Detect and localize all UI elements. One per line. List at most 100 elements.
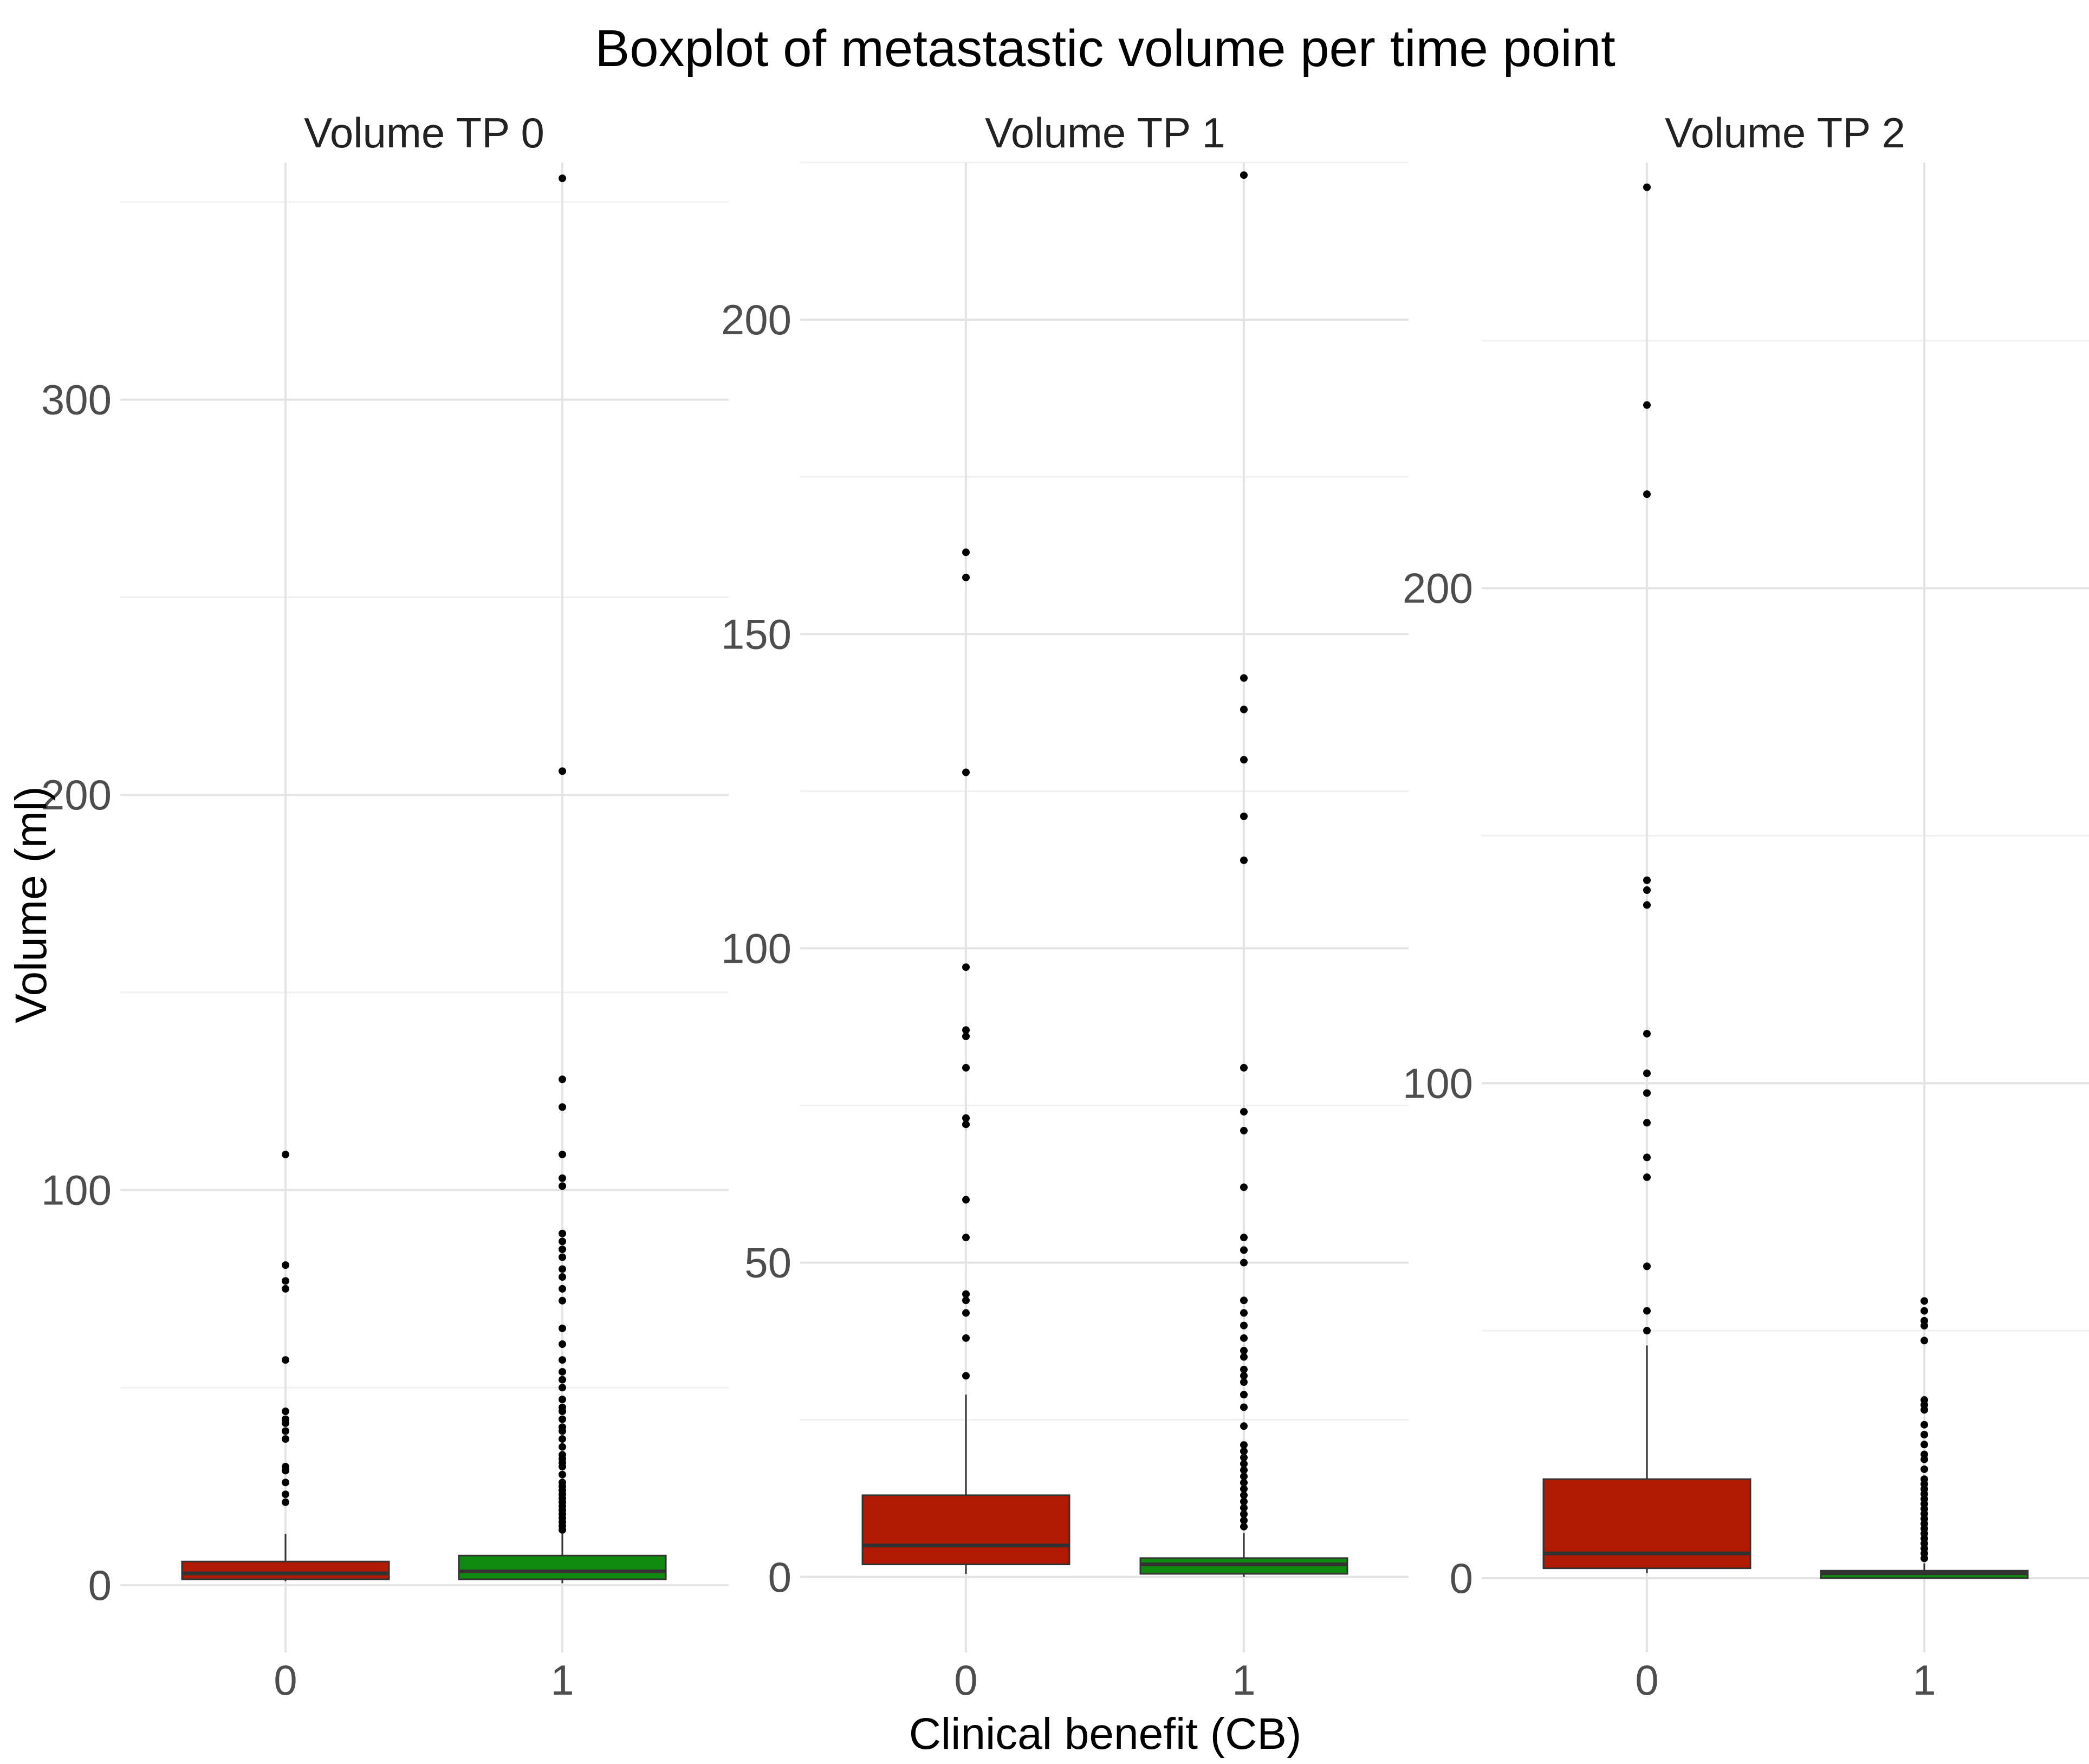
outlier-point xyxy=(559,1451,566,1459)
outlier-point xyxy=(1643,1262,1651,1270)
outlier-point xyxy=(1240,1378,1248,1386)
outlier-point xyxy=(559,1103,566,1111)
outlier-point xyxy=(1240,1491,1248,1499)
outlier-point xyxy=(282,1498,289,1506)
x-tick-label: 1 xyxy=(1912,1656,1936,1704)
outlier-point xyxy=(559,1470,566,1478)
outlier-point xyxy=(1921,1465,1928,1473)
outlier-point xyxy=(1921,1421,1928,1429)
outlier-point xyxy=(962,1296,970,1305)
outlier-point xyxy=(282,1277,289,1285)
outlier-point xyxy=(1240,1510,1248,1518)
outlier-point xyxy=(559,1265,566,1273)
outlier-point xyxy=(962,1372,970,1380)
outlier-point xyxy=(962,1120,970,1129)
outlier-point xyxy=(282,1490,289,1499)
y-tick-label: 300 xyxy=(41,376,112,424)
y-tick-label: 100 xyxy=(1403,1059,1473,1107)
outlier-point xyxy=(282,1150,289,1158)
outlier-point xyxy=(1643,1307,1651,1315)
outlier-point xyxy=(282,1415,289,1423)
outlier-point xyxy=(1643,1119,1651,1127)
panel-title: Volume TP 0 xyxy=(304,109,544,157)
outlier-point xyxy=(962,1196,970,1204)
y-tick-label: 100 xyxy=(41,1166,112,1214)
outlier-point xyxy=(559,174,566,183)
outlier-point xyxy=(1240,705,1248,714)
outlier-point xyxy=(1240,1478,1248,1487)
outlier-point xyxy=(559,1415,566,1423)
box-cb-1 xyxy=(458,1554,667,1580)
y-tick-label: 50 xyxy=(744,1239,792,1287)
outlier-point xyxy=(559,1384,566,1392)
outlier-point xyxy=(1240,1246,1248,1254)
y-tick-label: 150 xyxy=(721,610,792,658)
outlier-point xyxy=(559,1245,566,1253)
panel-volume-tp1: Volume TP 1 0 50 100 150 200 0 1 xyxy=(721,109,1409,1704)
outlier-point xyxy=(1240,756,1248,764)
outlier-point xyxy=(1643,1089,1651,1097)
panel-volume-tp2: Volume TP 2 0 100 200 0 1 xyxy=(1403,109,2089,1704)
outlier-point xyxy=(282,1463,289,1471)
outlier-point xyxy=(1240,1353,1248,1361)
outlier-point xyxy=(962,548,970,556)
outlier-point xyxy=(559,1182,566,1190)
outlier-point xyxy=(559,1423,566,1431)
outlier-point xyxy=(962,1309,970,1317)
outlier-point xyxy=(1240,812,1248,820)
outlier-point xyxy=(1240,1441,1248,1449)
y-tick-label: 200 xyxy=(721,296,792,343)
outlier-point xyxy=(559,1435,566,1443)
outlier-point xyxy=(1240,1063,1248,1072)
outlier-point xyxy=(1921,1307,1928,1315)
outlier-point xyxy=(282,1427,289,1435)
outlier-point xyxy=(559,1356,566,1364)
outlier-point xyxy=(1240,1259,1248,1267)
outlier-point xyxy=(1921,1450,1928,1458)
outlier-point xyxy=(559,1443,566,1451)
outlier-point xyxy=(1643,1173,1651,1181)
outlier-point xyxy=(559,1368,566,1376)
outlier-point xyxy=(1643,1029,1651,1037)
outlier-point xyxy=(559,1285,566,1293)
outlier-point xyxy=(1921,1431,1928,1439)
y-tick-label: 0 xyxy=(1450,1554,1473,1602)
outlier-point xyxy=(1921,1337,1928,1345)
panel-title: Volume TP 2 xyxy=(1665,109,1905,157)
outlier-point xyxy=(559,767,566,775)
outlier-point xyxy=(1643,1153,1651,1162)
x-tick-label: 0 xyxy=(954,1656,977,1704)
y-tick-label: 0 xyxy=(768,1553,792,1601)
outlier-point xyxy=(559,1296,566,1305)
outlier-point xyxy=(282,1261,289,1269)
outlier-point xyxy=(962,1234,970,1242)
outlier-point xyxy=(1921,1475,1928,1483)
outlier-point xyxy=(559,1273,566,1281)
outlier-point xyxy=(559,1396,566,1404)
outlier-point xyxy=(1240,1422,1248,1430)
outlier-point xyxy=(1921,1396,1928,1404)
outlier-point xyxy=(1240,1466,1248,1474)
y-tick-label: 200 xyxy=(1403,565,1473,612)
outlier-point xyxy=(962,1114,970,1122)
outlier-point xyxy=(282,1356,289,1364)
outlier-point xyxy=(1240,1497,1248,1506)
outlier-point xyxy=(1921,1441,1928,1449)
y-axis-title: Volume (ml) xyxy=(7,786,56,1023)
outlier-point xyxy=(282,1408,289,1416)
outlier-point xyxy=(1240,1234,1248,1242)
outlier-point xyxy=(1240,1522,1248,1530)
box-cb-0 xyxy=(181,1560,390,1580)
outlier-point xyxy=(282,1435,289,1443)
outlier-point xyxy=(1240,856,1248,864)
outlier-point xyxy=(1643,183,1651,191)
outlier-point xyxy=(1240,1347,1248,1355)
outlier-point xyxy=(1240,1309,1248,1317)
outlier-point xyxy=(1240,1372,1248,1380)
outlier-point xyxy=(559,1174,566,1182)
outlier-point xyxy=(559,1376,566,1384)
outlier-point xyxy=(1921,1316,1928,1325)
y-tick-label: 100 xyxy=(721,924,792,972)
chart-title: Boxplot of metastastic volume per time p… xyxy=(595,20,1616,77)
